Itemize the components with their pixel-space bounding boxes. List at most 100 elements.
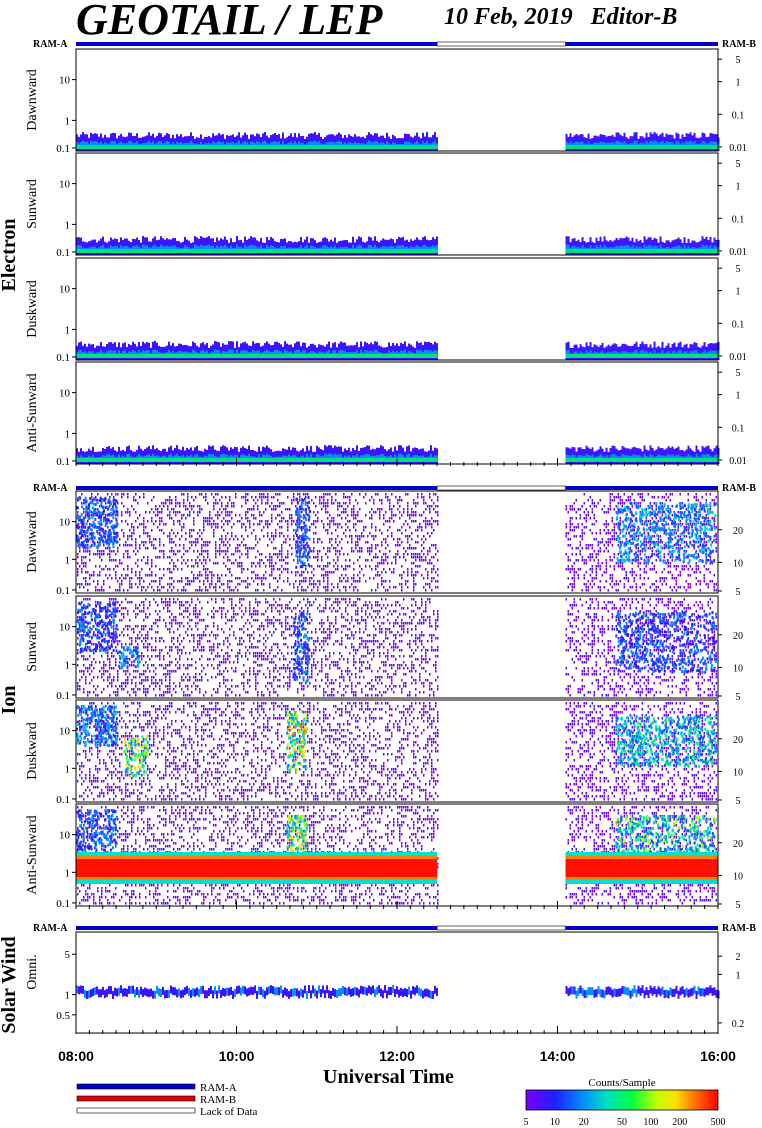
electron-flux <box>689 145 692 149</box>
ion-flux <box>181 562 183 565</box>
electron-flux <box>370 245 372 251</box>
ion-flux <box>131 577 133 580</box>
ion-flux <box>177 532 179 535</box>
ion-flux <box>127 508 129 511</box>
electron-flux <box>386 140 388 147</box>
ion-flux <box>239 550 241 553</box>
ion-flux <box>131 535 133 538</box>
ion-flux <box>389 508 391 511</box>
electron-flux <box>422 249 424 253</box>
ion-flux <box>103 568 105 571</box>
ion-flux <box>335 547 337 550</box>
electron-flux <box>434 249 436 253</box>
electron-flux <box>713 245 716 251</box>
electron-flux <box>673 350 676 356</box>
electron-flux <box>90 249 92 253</box>
ion-flux <box>145 532 147 535</box>
electron-flux <box>659 458 662 462</box>
electron-flux <box>376 249 378 253</box>
ion-flux <box>295 505 297 508</box>
electron-flux <box>607 458 610 462</box>
ion-flux <box>345 502 347 505</box>
ion-flux <box>337 505 339 508</box>
electron-flux <box>102 244 104 251</box>
electron-flux <box>382 145 384 149</box>
ion-flux <box>179 520 181 523</box>
electron-flux <box>298 349 300 356</box>
electron-flux <box>262 249 264 253</box>
electron-flux <box>242 249 244 253</box>
electron-flux <box>90 140 92 147</box>
ion-flux <box>107 538 109 541</box>
ion-flux <box>275 547 277 550</box>
electron-flux <box>621 454 624 460</box>
ion-flux <box>85 550 87 553</box>
electron-flux <box>224 454 226 460</box>
electron-flux <box>314 145 316 149</box>
electron-flux <box>126 458 128 462</box>
ion-flux <box>339 580 341 583</box>
electron-flux <box>601 458 604 462</box>
electron-flux <box>324 453 326 460</box>
electron-flux <box>623 249 626 253</box>
electron-flux <box>338 350 340 356</box>
electron-flux <box>432 458 434 462</box>
ion-flux <box>287 577 289 580</box>
ion-flux <box>217 550 219 553</box>
electron-flux <box>673 354 676 358</box>
ion-flux <box>171 559 173 562</box>
electron-flux <box>322 145 324 149</box>
ion-flux <box>345 496 347 499</box>
electron-flux <box>404 141 406 147</box>
ion-flux <box>225 553 227 556</box>
ion-flux <box>159 517 161 520</box>
electron-flux <box>130 354 132 358</box>
electron-flux <box>420 350 422 356</box>
ion-flux <box>415 514 417 517</box>
ion-flux <box>399 544 401 547</box>
ion-flux <box>235 514 237 517</box>
ion-flux <box>177 559 179 562</box>
electron-flux <box>392 354 394 358</box>
ion-flux <box>213 535 215 538</box>
ion-flux <box>405 559 407 562</box>
electron-flux <box>645 458 648 462</box>
ion-flux <box>357 538 359 541</box>
ion-flux <box>369 532 371 535</box>
electron-flux <box>216 354 218 358</box>
electron-flux <box>428 354 430 358</box>
ion-flux <box>389 526 391 529</box>
electron-flux <box>176 249 178 253</box>
ion-flux <box>105 514 107 517</box>
ion-flux <box>333 547 335 550</box>
electron-flux <box>196 145 198 149</box>
electron-flux <box>611 458 614 462</box>
electron-flux <box>571 458 574 462</box>
ion-flux <box>393 520 395 523</box>
ion-flux <box>359 508 361 511</box>
ion-flux <box>357 589 359 592</box>
electron-flux <box>659 244 662 251</box>
ion-flux <box>219 550 221 553</box>
electron-flux <box>388 354 390 358</box>
ion-flux <box>83 511 85 514</box>
ion-flux <box>251 547 253 550</box>
ion-flux <box>369 511 371 514</box>
ion-flux <box>255 574 257 577</box>
ion-flux <box>119 559 121 562</box>
ion-flux <box>221 550 223 553</box>
electron-flux <box>631 245 634 251</box>
ion-flux <box>85 514 87 517</box>
ion-flux <box>269 565 271 568</box>
electron-flux <box>705 145 708 149</box>
electron-flux <box>212 354 214 358</box>
ion-flux <box>337 523 339 526</box>
ion-flux <box>295 580 297 583</box>
ion-flux <box>263 493 265 496</box>
ion-flux <box>131 571 133 574</box>
electron-flux <box>607 249 610 253</box>
electron-flux <box>703 246 706 251</box>
electron-flux <box>711 354 714 358</box>
electron-flux <box>428 350 430 356</box>
ion-flux <box>197 562 199 565</box>
